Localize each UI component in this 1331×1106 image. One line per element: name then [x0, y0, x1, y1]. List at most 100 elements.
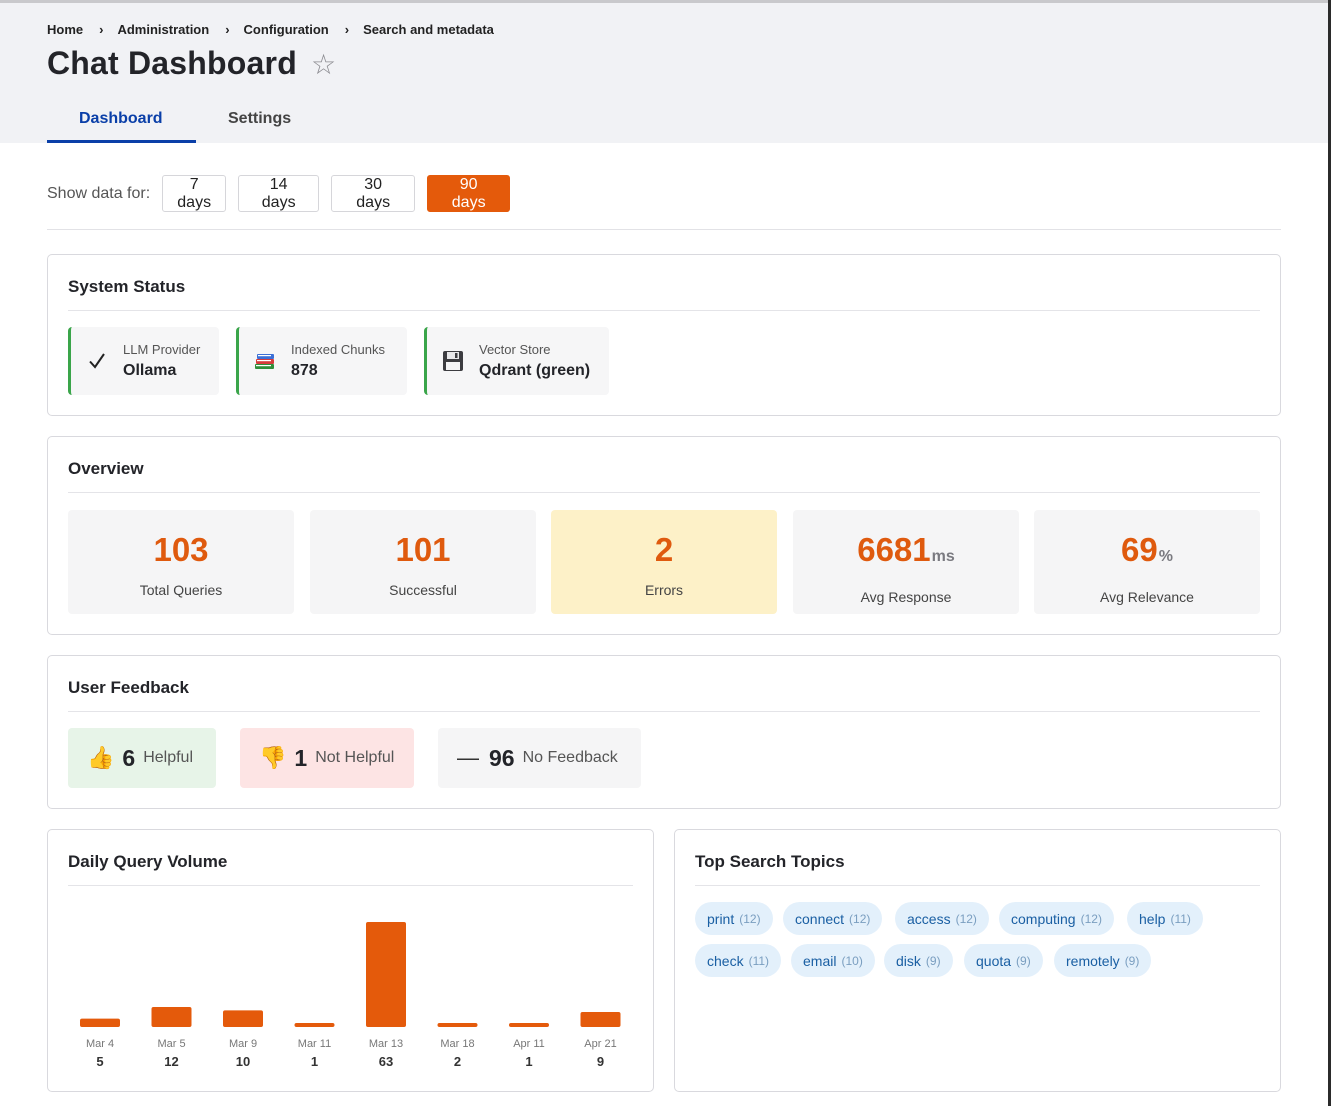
topic-count: (12)	[739, 911, 761, 926]
tab-bar: Dashboard Settings	[47, 103, 323, 143]
daily-query-volume-card: Daily Query Volume Mar 4 5 Mar 5 12 Mar 9 10 M…	[47, 829, 654, 1092]
topic-term: check	[707, 952, 744, 969]
topic-pill-disk[interactable]: disk (9)	[884, 944, 953, 977]
star-outline-icon[interactable]: ☆	[310, 49, 337, 80]
topic-count: (9)	[1124, 953, 1140, 968]
card-title: Overview	[68, 459, 144, 478]
feedback-helpful: 👍 6 Helpful	[68, 728, 216, 788]
topic-pill-computing[interactable]: computing (12)	[999, 902, 1114, 935]
divider	[68, 885, 633, 886]
status-llm-provider: LLM Provider Ollama	[68, 327, 219, 395]
filter-30-days-button[interactable]: 30 days	[331, 175, 416, 212]
topic-count: (9)	[1016, 953, 1031, 968]
breadcrumb: Home › Administration › Configuration › …	[47, 22, 494, 37]
topic-pill-print[interactable]: print (12)	[695, 902, 773, 935]
topic-count: (11)	[1170, 911, 1191, 926]
card-title: Top Search Topics	[695, 852, 845, 871]
window-right-edge	[1328, 0, 1331, 1106]
status-label: Indexed Chunks	[291, 342, 385, 357]
title-row: Chat Dashboard ☆	[47, 45, 336, 82]
stat-value: 6681	[857, 531, 931, 568]
divider	[68, 492, 1260, 493]
stat-value: 2	[654, 531, 674, 568]
chart-value-label: 63	[379, 1054, 393, 1069]
topic-term: computing	[1011, 910, 1076, 927]
breadcrumb-configuration[interactable]: Configuration	[243, 22, 329, 37]
feedback-not-helpful: 👎 1 Not Helpful	[240, 728, 414, 788]
chart-bar	[366, 922, 406, 1027]
chart-value-label: 2	[454, 1054, 461, 1069]
topic-term: quota	[976, 952, 1012, 969]
breadcrumb-separator: ›	[344, 22, 350, 37]
stat-unit: ms	[931, 548, 955, 565]
topic-pill-email[interactable]: email (10)	[791, 944, 875, 977]
filter-14-days-button[interactable]: 14 days	[238, 175, 320, 212]
topic-term: disk	[896, 952, 921, 969]
chart-bar	[80, 1018, 120, 1027]
topic-term: remotely	[1066, 952, 1120, 969]
feedback-label: Helpful	[143, 749, 194, 766]
topic-count: (12)	[955, 911, 977, 926]
chart-bar	[509, 1023, 549, 1027]
tab-dashboard[interactable]: Dashboard	[47, 103, 196, 143]
filter-90-days-button[interactable]: 90 days	[427, 175, 511, 212]
thumbs-down-icon: 👎	[259, 745, 287, 770]
chart-category-label: Mar 4	[86, 1038, 114, 1050]
tab-settings[interactable]: Settings	[228, 110, 292, 127]
chart-bar	[151, 1007, 192, 1027]
feedback-label: No Feedback	[522, 749, 618, 766]
topic-term: print	[707, 910, 735, 927]
chart-bar	[437, 1023, 478, 1027]
topic-term: connect	[795, 910, 845, 927]
stat-label: Successful	[389, 582, 457, 598]
card-title: Daily Query Volume	[68, 852, 228, 871]
page-header: Home › Administration › Configuration › …	[0, 3, 1328, 143]
topic-pill-access[interactable]: access (12)	[895, 902, 989, 935]
topic-pill-quota[interactable]: quota (9)	[964, 944, 1043, 977]
topic-count: (9)	[925, 953, 941, 968]
status-label: Vector Store	[479, 342, 551, 357]
chart-category-label: Mar 9	[229, 1038, 257, 1050]
stat-errors: 2 Errors	[551, 510, 777, 614]
card-title: System Status	[68, 277, 186, 296]
topic-pill-remotely[interactable]: remotely (9)	[1054, 944, 1152, 977]
thumbs-up-icon: 👍	[87, 745, 115, 770]
stat-label: Errors	[644, 582, 684, 598]
topic-pill-help[interactable]: help (11)	[1127, 902, 1203, 935]
stat-value: 69	[1121, 531, 1158, 568]
breadcrumb-administration[interactable]: Administration	[117, 22, 210, 37]
breadcrumb-home[interactable]: Home	[47, 22, 84, 37]
divider	[695, 885, 1260, 886]
topic-pill-connect[interactable]: connect (12)	[783, 902, 883, 935]
topic-pill-check[interactable]: check (11)	[695, 944, 782, 977]
topic-count: (11)	[748, 953, 770, 968]
chart-value-label: 10	[236, 1054, 250, 1069]
status-value: Ollama	[123, 362, 177, 379]
floppy-disk-icon	[427, 350, 479, 372]
feedback-label: Not Helpful	[315, 749, 395, 766]
chart-category-label: Mar 11	[298, 1038, 331, 1050]
breadcrumb-search-metadata[interactable]: Search and metadata	[363, 22, 494, 37]
chart-category-label: Apr 11	[513, 1038, 545, 1050]
filter-7-days-button[interactable]: 7 days	[162, 175, 227, 212]
topic-count: (12)	[849, 911, 871, 926]
breadcrumb-separator: ›	[99, 22, 104, 37]
divider	[68, 310, 1260, 311]
stat-value: 101	[395, 531, 451, 568]
dash-icon: —	[457, 745, 479, 770]
stat-avg-relevance: 69% Avg Relevance	[1034, 510, 1260, 614]
topic-term: email	[803, 952, 837, 969]
status-value: Qdrant (green)	[479, 362, 591, 379]
chart-category-label: Mar 18	[440, 1038, 474, 1050]
card-title: User Feedback	[68, 678, 189, 697]
stat-label: Avg Response	[860, 589, 952, 605]
status-indexed-chunks: Indexed Chunks 878	[236, 327, 407, 395]
books-icon	[239, 351, 291, 371]
feedback-count: 96	[489, 744, 515, 771]
stat-successful: 101 Successful	[310, 510, 536, 614]
overview-card: Overview 103 Total Queries 101 Successfu…	[47, 436, 1281, 635]
chart-value-label: 9	[597, 1054, 604, 1069]
checkmark-icon	[71, 352, 123, 370]
chart-category-label: Mar 13	[369, 1038, 403, 1050]
